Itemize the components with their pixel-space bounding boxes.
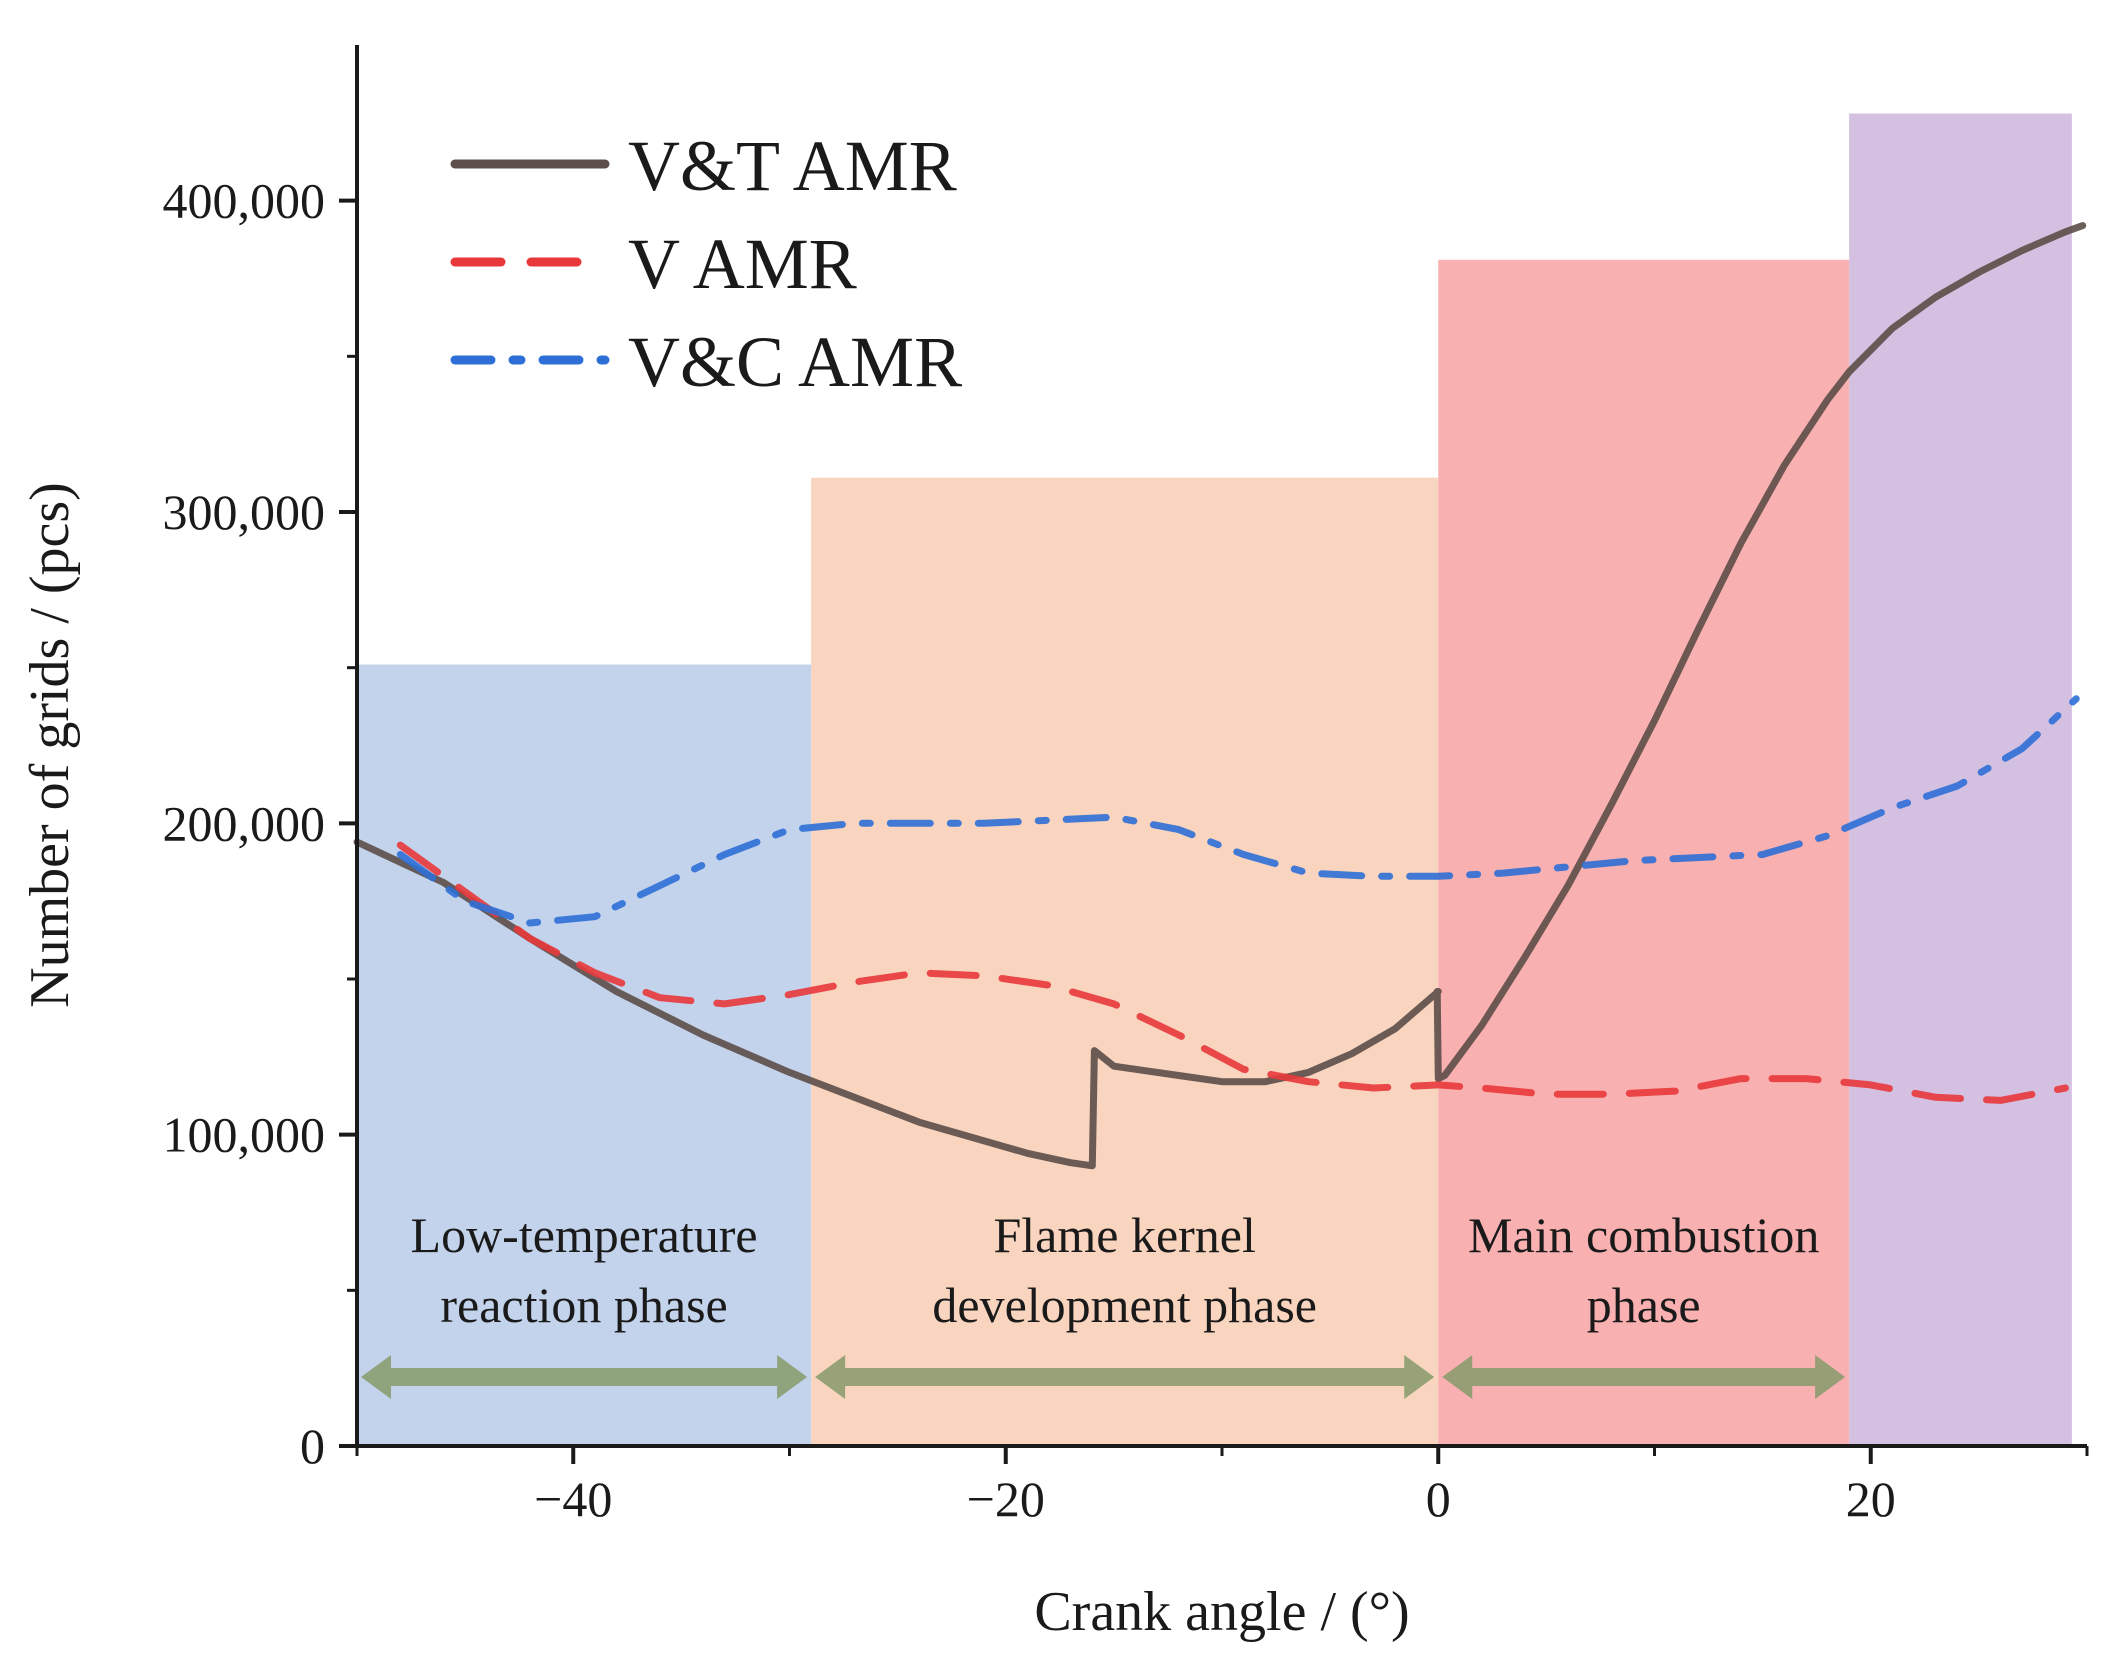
legend: V&T AMR V AMR V&C AMR [450,126,962,402]
y-tick-label-3: 300,000 [163,484,326,540]
series-lines [353,222,2087,1170]
phase-arrow-0 [361,1355,808,1399]
phase-arrow-1 [815,1355,1435,1399]
series-line-v-amr [396,841,2069,1104]
series-line-v-c-amr [396,695,2080,927]
phase-label-1-line-1: development phase [932,1277,1317,1333]
phase-label-2-line-1: phase [1587,1277,1701,1333]
phase-band-3 [1849,113,2072,1447]
y-tick-label-4: 400,000 [163,173,326,229]
y-tick-label-1: 100,000 [163,1107,326,1163]
legend-label-0: V&T AMR [628,126,957,206]
phase-band-0 [357,664,812,1446]
x-ticks: −40 −20 0 20 [355,1446,2089,1527]
x-tick-label-3: 20 [1846,1471,1896,1527]
axes: 0 100,000 200,000 300,000 400,000 −40 −20 0 20 [163,45,2089,1527]
phase-label-2-line-0: Main combustion [1468,1207,1819,1263]
x-tick-label-0: −40 [534,1471,612,1527]
y-axis-title: Number of grids / (pcs) [19,482,81,1008]
phase-band-2 [1438,259,1850,1446]
phase-label-0-line-0: Low-temperature [411,1207,758,1263]
phase-label-0-line-1: reaction phase [440,1277,727,1333]
y-tick-label-0: 0 [300,1418,325,1474]
phase-arrow-2 [1442,1355,1846,1399]
y-ticks: 0 100,000 200,000 300,000 400,000 [163,173,357,1474]
series-line-v-t-amr [353,222,2087,1170]
legend-label-1: V AMR [628,224,857,304]
phase-band-1 [811,477,1439,1447]
phase-label-1-line-0: Flame kernel [993,1207,1255,1263]
phase-labels: Low-temperature reaction phase Flame kerne… [361,1207,1846,1399]
legend-label-2: V&C AMR [628,322,962,402]
x-axis-title: Crank angle / (°) [1034,1581,1409,1643]
x-tick-label-1: −20 [967,1471,1045,1527]
y-tick-label-2: 200,000 [163,795,326,851]
x-tick-label-2: 0 [1426,1471,1451,1527]
